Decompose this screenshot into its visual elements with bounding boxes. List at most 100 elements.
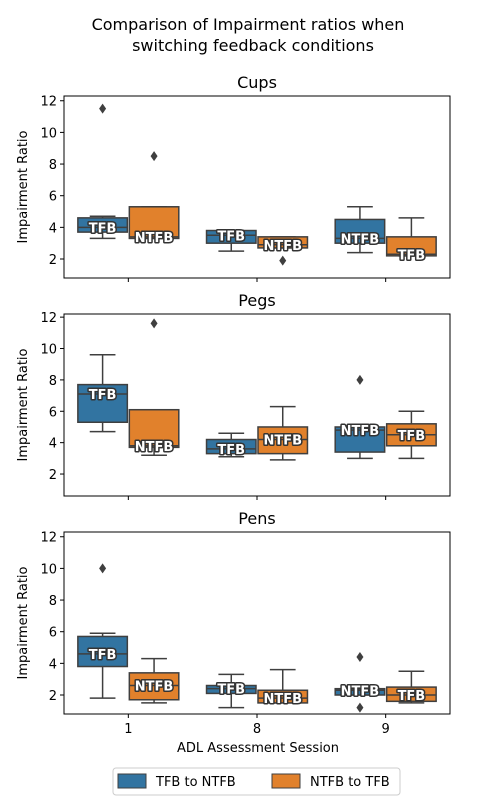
- box-cups-ntfb-to-tfb-1: NTFB: [128, 151, 180, 247]
- y-tick-label-12: 12: [40, 95, 57, 110]
- box-label: NTFB: [341, 232, 380, 247]
- y-tick-label-10: 10: [40, 343, 57, 358]
- box-label: TFB: [217, 683, 245, 698]
- legend-label-ntfb-to-tfb: NTFB to TFB: [310, 775, 390, 790]
- x-tick-label-8: 8: [253, 722, 261, 737]
- x-axis-label: ADL Assessment Session: [177, 741, 339, 756]
- y-tick-label-10: 10: [40, 126, 57, 141]
- legend-label-tfb-to-ntfb: TFB to NTFB: [155, 775, 236, 790]
- box-body: [77, 383, 129, 424]
- box-body: [334, 218, 386, 244]
- box-pens-ntfb-to-tfb-9: TFB: [385, 670, 437, 706]
- box-body: [257, 236, 309, 249]
- figure-title-line1: Comparison of Impairment ratios when: [92, 15, 405, 34]
- y-tick-label-8: 8: [49, 158, 57, 173]
- x-tick-label-9: 9: [382, 722, 390, 737]
- outlier-0: [150, 318, 158, 329]
- y-tick-label-12: 12: [40, 531, 57, 546]
- box-pegs-ntfb-to-tfb-1: NTFB: [128, 318, 180, 456]
- box-label: NTFB: [263, 692, 302, 707]
- box-body: [257, 426, 309, 455]
- box-body: [334, 426, 386, 453]
- box-label: NTFB: [341, 684, 380, 699]
- box-body: [128, 672, 180, 701]
- box-body: [128, 206, 180, 240]
- outlier-0: [356, 652, 364, 663]
- legend-swatch-ntfb-to-tfb: [271, 773, 301, 789]
- subplot-title-pens: Pens: [238, 509, 275, 528]
- box-cups-tfb-to-ntfb-1: TFB: [77, 103, 129, 240]
- legend: TFB to NTFB NTFB to TFB: [112, 767, 401, 796]
- box-cups-tfb-to-ntfb-8: TFB: [205, 228, 257, 252]
- box-body: [205, 438, 257, 455]
- box-label: NTFB: [135, 231, 174, 246]
- y-tick-label-4: 4: [49, 221, 57, 236]
- y-tick-label-8: 8: [49, 594, 57, 609]
- box-body: [77, 217, 129, 233]
- box-cups-tfb-to-ntfb-9: NTFB: [334, 206, 386, 254]
- box-label: TFB: [217, 443, 245, 458]
- x-tick-label-1: 1: [124, 722, 132, 737]
- y-axis-label-pens: Impairment Ratio: [16, 566, 31, 679]
- box-pens-ntfb-to-tfb-8: NTFB: [257, 668, 309, 709]
- y-tick-label-2: 2: [49, 689, 57, 704]
- box-label: TFB: [398, 689, 426, 704]
- outlier-1: [356, 702, 364, 713]
- subplot-title-cups: Cups: [237, 73, 277, 92]
- box-pegs-tfb-to-ntfb-8: TFB: [205, 432, 257, 459]
- box-body: [257, 689, 309, 704]
- outlier-0: [279, 255, 287, 266]
- box-pegs-tfb-to-ntfb-9: NTFB: [334, 374, 386, 460]
- y-tick-label-6: 6: [49, 405, 57, 420]
- box-label: NTFB: [135, 680, 174, 695]
- box-label: NTFB: [263, 434, 302, 449]
- box-pegs-tfb-to-ntfb-1: TFB: [77, 354, 129, 433]
- box-pens-tfb-to-ntfb-8: TFB: [205, 673, 257, 709]
- box-label: TFB: [217, 229, 245, 244]
- y-tick-label-8: 8: [49, 374, 57, 389]
- y-tick-label-6: 6: [49, 626, 57, 641]
- box-label: NTFB: [263, 239, 302, 254]
- subplot-pens: 2 4 6 8 10 12 1 8 9 Pens Impairment Ratio TFB TFB NTF…: [16, 509, 451, 737]
- box-label: TFB: [89, 648, 117, 663]
- legend-swatch-tfb-to-ntfb: [117, 773, 147, 789]
- box-cups-ntfb-to-tfb-8: NTFB: [257, 236, 309, 266]
- y-axis-label-cups: Impairment Ratio: [16, 130, 31, 243]
- box-body: [334, 687, 386, 696]
- y-tick-label-6: 6: [49, 190, 57, 205]
- y-tick-label-2: 2: [49, 253, 57, 268]
- legend-frame: [112, 767, 401, 796]
- box-label: NTFB: [135, 440, 174, 455]
- y-tick-label-12: 12: [40, 311, 57, 326]
- box-body: [385, 686, 437, 703]
- box-body: [77, 635, 129, 668]
- box-pens-ntfb-to-tfb-1: NTFB: [128, 657, 180, 704]
- plot-frame-pegs: [63, 313, 451, 497]
- box-pens-tfb-to-ntfb-9: NTFB: [334, 652, 386, 713]
- box-cups-ntfb-to-tfb-9: TFB: [385, 217, 437, 265]
- outlier-0: [99, 563, 107, 574]
- outlier-0: [356, 374, 364, 385]
- box-body: [205, 229, 257, 244]
- y-tick-label-4: 4: [49, 437, 57, 452]
- subplot-title-pegs: Pegs: [238, 291, 275, 310]
- subplot-pegs: 2 4 6 8 10 12 Pegs Impairment Ratio TFB TFB NTFB NT…: [16, 291, 451, 500]
- y-tick-label-4: 4: [49, 657, 57, 672]
- box-pegs-ntfb-to-tfb-9: TFB: [385, 410, 437, 460]
- box-label: TFB: [89, 388, 117, 403]
- plot-frame-cups: [63, 95, 451, 279]
- box-body: [385, 236, 437, 257]
- box-label: TFB: [89, 221, 117, 236]
- outlier-0: [150, 151, 158, 162]
- y-axis-label-pegs: Impairment Ratio: [16, 348, 31, 461]
- box-label: TFB: [398, 429, 426, 444]
- box-label: TFB: [398, 248, 426, 263]
- box-label: NTFB: [341, 424, 380, 439]
- figure-title-line2: switching feedback conditions: [132, 36, 374, 55]
- box-body: [205, 684, 257, 695]
- box-pegs-ntfb-to-tfb-8: NTFB: [257, 405, 309, 461]
- plot-frame-pens: [63, 531, 451, 715]
- box-pens-tfb-to-ntfb-1: TFB: [77, 563, 129, 699]
